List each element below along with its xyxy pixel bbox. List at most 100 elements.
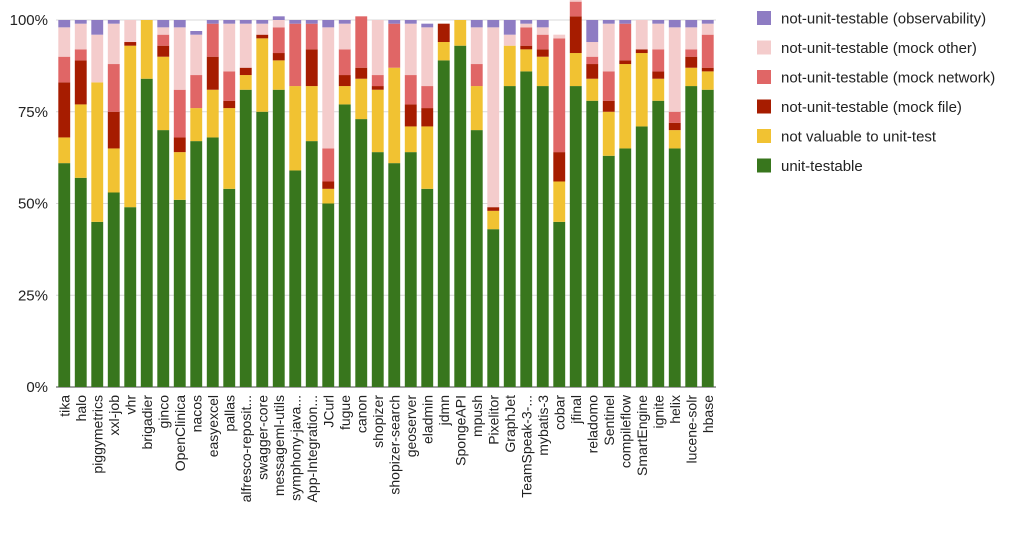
bar-segment-OpenClinica-4: [173, 27, 186, 90]
bar-segment-eladmin-2: [421, 108, 434, 127]
bar-segment-messageml-utils-3: [272, 27, 285, 54]
x-tick-label: piggymetrics: [89, 395, 105, 474]
x-tick-label: canon: [353, 395, 369, 433]
bar-segment-helix-2: [668, 122, 681, 131]
bar-segment-piggymetrics-1: [91, 82, 104, 222]
bar-segment-halo-5: [74, 20, 87, 24]
bar-segment-lucene-solr-3: [685, 49, 698, 57]
legend-swatch-3: [757, 70, 771, 84]
legend-label-5: not-unit-testable (observability): [781, 11, 986, 28]
legend-label-1: not valuable to unit-test: [781, 129, 937, 146]
bar-segment-shopizer-1: [371, 89, 384, 153]
bar-segment-Sentinel-1: [602, 111, 615, 156]
bar-segment-lucene-solr-5: [685, 20, 698, 28]
bar-segment-ignite-1: [652, 78, 665, 101]
bar-segment-reladomo-5: [586, 20, 599, 43]
bar-segment-symphony-java...-3: [289, 23, 302, 87]
bar-segment-TeamSpeak-3-...-0: [520, 71, 533, 387]
bar-segment-Pixelitor-5: [487, 20, 500, 28]
bar-segment-mybatis-3-2: [536, 49, 549, 57]
bar-segment-TeamSpeak-3-...-3: [520, 27, 533, 46]
bar-segment-easyexcel-3: [206, 23, 219, 57]
x-tick-label: OpenClinica: [172, 395, 188, 471]
bar-segment-OpenClinica-0: [173, 199, 186, 387]
bar-segment-alfresco-reposit...-1: [239, 75, 252, 90]
bar-segment-messageml-utils-2: [272, 53, 285, 61]
bar-segment-TeamSpeak-3-...-2: [520, 45, 533, 50]
bar-segment-swagger-core-5: [256, 20, 269, 24]
bar-segment-geoserver-4: [404, 23, 417, 76]
bar-segment-helix-5: [668, 20, 681, 28]
bar-segment-TeamSpeak-3-...-4: [520, 23, 533, 28]
bar-segment-brigadier-1: [140, 20, 153, 79]
bar-segment-mpush-5: [470, 20, 483, 28]
bar-segment-hbase-0: [701, 89, 714, 387]
y-tick-label: 75%: [18, 104, 48, 121]
x-tick-label: shopizer-search: [386, 395, 402, 495]
x-tick-label: jfinal: [568, 395, 584, 425]
bar-segment-reladomo-2: [586, 64, 599, 79]
bar-segment-TeamSpeak-3-...-5: [520, 20, 533, 24]
bar-segment-App-Integration...-5: [305, 20, 318, 24]
bar-segment-geoserver-3: [404, 75, 417, 105]
bar-segment-pallas-3: [223, 71, 236, 101]
bar-segment-pallas-4: [223, 23, 236, 72]
bar-segment-jdmn-0: [437, 60, 450, 388]
legend-label-3: not-unit-testable (mock network): [781, 70, 995, 87]
x-tick-label: ignite: [650, 395, 666, 429]
gridlines: [56, 19, 716, 388]
bar-segment-jfinal-1: [569, 53, 582, 87]
bar-segment-geoserver-0: [404, 152, 417, 387]
bar-segment-jfinal-0: [569, 86, 582, 387]
bar-segment-shopizer-search-1: [388, 67, 401, 164]
bar-segment-mybatis-3-0: [536, 86, 549, 387]
bar-segment-halo-2: [74, 60, 87, 105]
x-tick-label: shopizer: [370, 395, 386, 448]
bar-segment-messageml-utils-5: [272, 16, 285, 20]
bar-segment-GraphJet-1: [503, 45, 516, 87]
bar-segment-messageml-utils-4: [272, 20, 285, 28]
bar-segment-easyexcel-5: [206, 20, 219, 24]
bar-segment-pallas-2: [223, 100, 236, 109]
x-tick-label: easyexcel: [205, 395, 221, 457]
legend-label-4: not-unit-testable (mock other): [781, 40, 977, 57]
bar-segment-easyexcel-1: [206, 89, 219, 138]
bar-segment-xxl-job-1: [107, 148, 120, 193]
x-tick-label: GraphJet: [502, 395, 518, 453]
bar-segment-mybatis-3-5: [536, 20, 549, 28]
x-tick-label: ginco: [155, 395, 171, 429]
bar-segment-messageml-utils-1: [272, 60, 285, 90]
bar-segment-JCurl-3: [322, 148, 335, 182]
bar-segment-Pixelitor-4: [487, 27, 500, 208]
bar-segment-vhr-1: [124, 45, 137, 208]
bar-segment-hbase-4: [701, 23, 714, 35]
bar-segment-cobar-2: [553, 152, 566, 182]
bar-segment-messageml-utils-0: [272, 89, 285, 387]
bar-segment-App-Integration...-1: [305, 86, 318, 142]
bar-segment-geoserver-1: [404, 126, 417, 153]
bar-segment-alfresco-reposit...-4: [239, 23, 252, 68]
bar-segment-mybatis-3-4: [536, 27, 549, 35]
bar-segment-halo-4: [74, 23, 87, 50]
bar-segment-tika-4: [58, 27, 71, 57]
x-tick-label: mpush: [469, 395, 485, 437]
x-tick-label: geoserver: [403, 395, 419, 458]
bar-segment-ginco-5: [157, 20, 170, 28]
bar-segment-piggymetrics-4: [91, 34, 104, 83]
legend-label-0: unit-testable: [781, 158, 863, 175]
bar-segment-swagger-core-0: [256, 111, 269, 387]
bar-segment-helix-1: [668, 130, 681, 149]
bar-segment-vhr-0: [124, 207, 137, 387]
bar-segment-ignite-3: [652, 49, 665, 72]
y-tick-label: 25%: [18, 287, 48, 304]
x-tick-label: messageml-utils: [271, 395, 287, 496]
bar-segment-xxl-job-3: [107, 64, 120, 112]
bar-segment-jfinal-3: [569, 1, 582, 17]
bar-segment-reladomo-3: [586, 56, 599, 65]
legend-swatch-4: [757, 40, 771, 55]
bar-segment-shopizer-search-5: [388, 20, 401, 24]
bar-segment-jfinal-2: [569, 16, 582, 54]
bar-segment-pallas-5: [223, 20, 236, 24]
bar-segment-geoserver-2: [404, 104, 417, 127]
